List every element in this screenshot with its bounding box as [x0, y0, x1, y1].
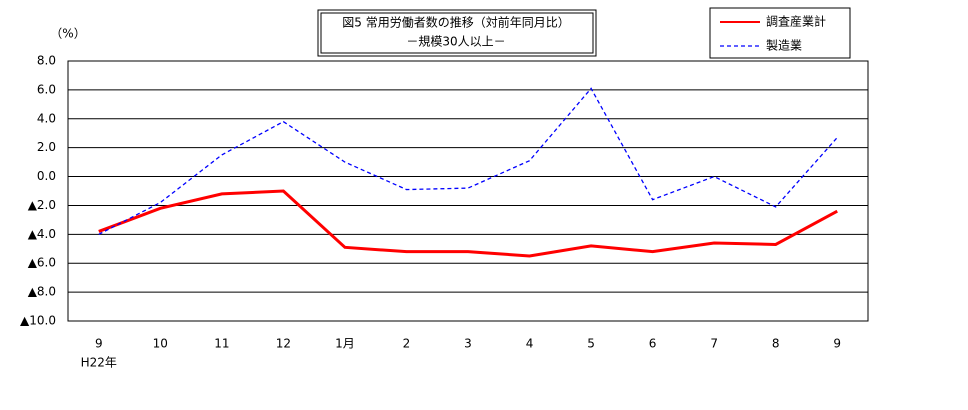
x-tick-label: 9: [95, 337, 103, 351]
legend-label: 調査産業計: [766, 14, 826, 29]
x-tick-label: 11: [214, 337, 229, 351]
x-tick-label: 6: [649, 337, 657, 351]
x-tick-label: 8: [772, 337, 780, 351]
legend-box: [709, 7, 851, 59]
y-tick-label: 8.0: [37, 54, 56, 68]
title-box-inner: [320, 12, 594, 54]
series-line: [98, 189, 838, 258]
x-tick-label: 1月: [335, 337, 355, 351]
y-tick-label: 4.0: [37, 111, 56, 125]
legend-label: 製造業: [766, 39, 802, 53]
y-tick-label: 0.0: [37, 169, 56, 183]
y-tick-label: 6.0: [37, 82, 56, 96]
series-line: [98, 87, 838, 235]
y-tick-label: ▲8.0: [28, 285, 56, 299]
y-tick-label: ▲10.0: [20, 314, 56, 328]
x-tick-label: 2: [403, 337, 411, 351]
x-tick-label: 7: [710, 337, 718, 351]
x-tick-label: 5: [587, 337, 595, 351]
x-tick-label: 9: [833, 337, 841, 351]
chart-subtitle: －規模30人以上－: [406, 34, 505, 49]
y-tick-label: ▲6.0: [28, 256, 56, 270]
x-tick-label: 4: [526, 337, 534, 351]
plot-area: [67, 60, 869, 322]
y-tick-label: 2.0: [37, 140, 56, 154]
x-tick-label: 10: [153, 337, 168, 351]
y-axis-label: （%）: [50, 27, 85, 41]
y-tick-label: ▲4.0: [28, 227, 56, 241]
x-tick-label: 12: [276, 337, 291, 351]
chart-title: 図5 常用労働者数の推移（対前年同月比）: [342, 15, 569, 30]
x-annotation: H22年: [81, 356, 117, 370]
x-tick-label: 3: [464, 337, 472, 351]
title-box: [317, 9, 597, 57]
y-tick-label: ▲2.0: [28, 198, 56, 212]
